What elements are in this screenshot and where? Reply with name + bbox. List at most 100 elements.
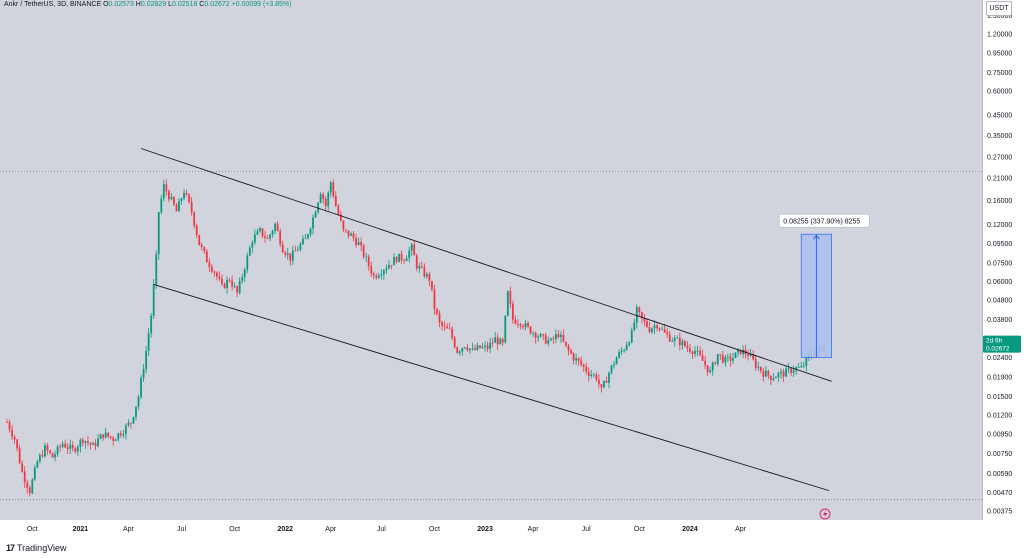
candle-body [686,346,689,349]
candle-body [61,443,64,447]
candle-body [180,198,183,201]
measure-label: 0.08255 (337.90%) 8255 [783,219,860,226]
price-tick-label: 1.20000 [987,31,1012,38]
candle-body [777,373,780,378]
candle-body [529,326,532,334]
time-tick-label: Oct [429,526,440,533]
candle-body [729,356,732,361]
candle-body [89,442,92,445]
candle-body [203,247,206,252]
candle-body [304,237,307,239]
candle-body [785,368,787,377]
close-label: C [199,1,205,8]
candle-body [145,350,148,370]
candle-body [13,436,16,440]
candle-body [140,377,142,397]
candle-body [233,286,236,288]
candle-body [64,443,67,448]
symbol-name[interactable]: Ankr / TetherUS, 3D, BINANCE [4,1,102,8]
candle-body [307,234,309,238]
footer [0,540,1024,558]
candle-body [398,253,400,262]
candle-body [274,223,277,231]
candle-body [410,244,413,251]
candle-body [458,351,461,353]
candle-body [651,328,653,333]
candle-body [76,446,79,452]
candle-body [800,366,803,368]
candle-body [150,315,153,334]
candle-body [296,249,299,251]
time-tick-label: Apr [735,526,747,533]
candle-body [157,212,160,254]
candle-body [749,354,752,357]
candle-body [236,286,239,293]
candle-body [764,370,767,377]
candle-body [213,271,216,273]
tradingview-logo[interactable]: 17 TradingView [6,543,67,553]
candle-body [362,245,365,257]
candle-body [605,381,608,383]
candle-body [443,325,446,327]
candle-body [79,439,82,447]
candle-body [676,337,679,339]
candle-body [302,238,304,245]
price-tick-label: 0.00750 [987,451,1012,458]
candle-body [370,266,373,274]
candle-body [286,253,289,255]
candle-body [66,447,69,449]
candle-body [689,348,691,352]
candle-body [44,445,46,457]
channel-lower-line[interactable] [153,284,830,492]
candle-body [640,311,643,319]
candle-body [565,341,567,346]
candle-body [243,269,246,277]
symbol-legend: Ankr / TetherUS, 3D, BINANCE O0.02573 H0… [4,1,292,8]
candle-body [294,250,297,252]
price-axis[interactable] [982,0,1024,520]
time-tick-label: Apr [325,526,337,533]
candle-body [694,351,696,354]
candle-body [200,245,203,248]
candle-body [747,354,750,357]
candle-body [365,256,368,258]
tradingview-logo-text: TradingView [17,543,67,553]
candle-body [142,369,145,378]
candle-body [375,275,378,278]
candle-body [805,357,808,366]
price-tick-label: 0.16000 [987,198,1012,205]
candle-body [21,463,24,472]
candle-body [390,265,393,266]
candle-body [517,323,519,325]
candle-body [514,319,517,324]
candle-body [221,278,223,284]
open-value: 0.02573 [108,1,134,8]
candle-body [466,347,469,351]
candle-body [69,444,72,449]
candle-body [570,350,572,354]
candle-body [167,191,170,200]
candle-body [767,370,770,376]
candle-body [408,250,411,259]
time-tick-label: Apr [528,526,540,533]
candle-body [56,446,59,455]
currency-unit-badge[interactable]: USDT [986,1,1012,16]
candle-body [415,255,418,269]
chart-canvas[interactable]: 0.08255 (337.90%) 8255 1.50000 1.20000 0.9… [0,0,1024,540]
candle-body [643,318,646,322]
low-value: 0.02518 [172,1,198,8]
flash-icon[interactable] [819,508,831,520]
candle-body [195,225,198,236]
candle-body [802,365,805,367]
candle-body [81,439,84,443]
candle-body [532,332,535,334]
candle-body [205,251,208,263]
channel-upper-line[interactable] [140,148,832,382]
candle-body [431,281,433,290]
candle-body [486,345,489,349]
time-tick-label: 2024 [682,526,698,533]
measure-label-box [778,213,870,228]
candle-body [388,265,390,269]
last-price-badge: 2d 6h0.02672 [983,335,1021,353]
candle-body [630,329,633,343]
